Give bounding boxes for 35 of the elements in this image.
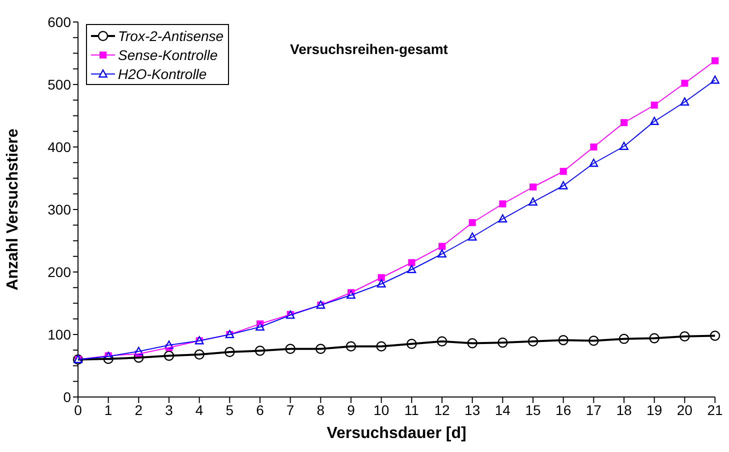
x-tick-label: 19	[646, 402, 662, 418]
x-tick-label: 21	[707, 402, 723, 418]
legend-label: Trox-2-Antisense	[118, 28, 224, 44]
x-tick-label: 11	[404, 402, 420, 418]
x-tick-label: 12	[434, 402, 450, 418]
y-tick-label: 300	[48, 201, 72, 218]
x-tick-label: 7	[286, 402, 294, 418]
x-tick-label: 5	[226, 402, 234, 418]
x-tick-label: 3	[165, 402, 174, 418]
y-tick-label: 200	[48, 264, 72, 280]
x-tick-label: 18	[616, 402, 632, 418]
x-tick-label: 4	[195, 402, 204, 418]
legend-label: Sense-Kontrolle	[118, 46, 218, 62]
x-tick-label: 0	[74, 402, 82, 418]
legend-label: H2O-Kontrolle	[118, 66, 207, 82]
x-tick-label: 8	[316, 402, 325, 418]
x-tick-label: 14	[494, 402, 511, 418]
x-tick-label: 2	[134, 402, 143, 418]
y-tick-label: 0	[63, 388, 72, 405]
x-tick-label: 10	[374, 402, 390, 418]
y-tick-label: 600	[48, 14, 72, 30]
x-tick-label: 17	[586, 402, 602, 418]
y-axis-title: Anzahl Versuchstiere	[4, 128, 22, 290]
x-tick-label: 1	[104, 402, 112, 418]
x-tick-label: 6	[256, 402, 264, 418]
x-tick-label: 9	[347, 402, 356, 418]
y-tick-label: 400	[48, 138, 72, 155]
x-tick-label: 20	[676, 402, 693, 418]
x-tick-label: 13	[464, 402, 480, 418]
x-tick-label: 16	[556, 402, 572, 418]
text: Versuchsreihen-gesamt	[290, 41, 448, 57]
x-tick-label: 15	[525, 402, 541, 418]
y-tick-label: 500	[48, 76, 72, 92]
y-tick-label: 100	[48, 326, 72, 342]
x-axis-title: Versuchsdauer [d]	[326, 425, 466, 442]
